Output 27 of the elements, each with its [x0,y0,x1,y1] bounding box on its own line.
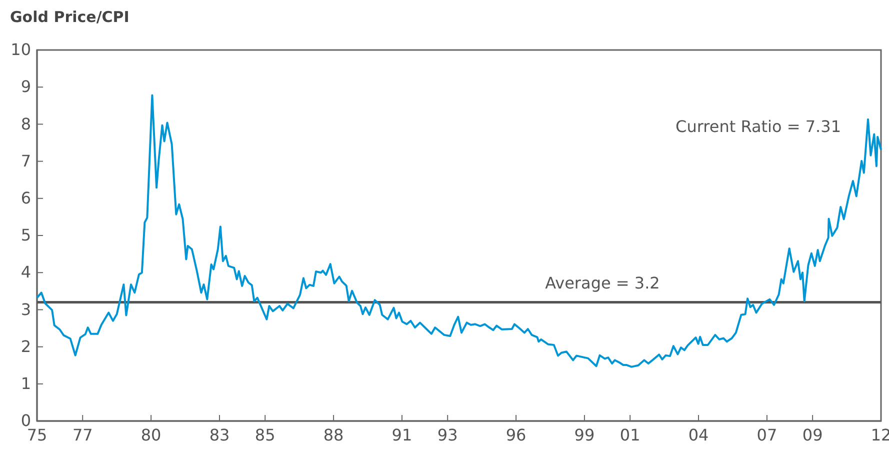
ref-line-label: Average = 3.2 [545,273,660,292]
x-tick-label: 85 [254,425,276,444]
y-tick-label: 8 [20,114,31,134]
y-tick-label: 2 [20,336,31,356]
x-tick-label: 99 [574,425,595,444]
y-tick-label: 1 [20,374,31,394]
x-tick-label: 77 [72,425,93,444]
y-tick-label: 4 [20,262,31,282]
chart-title: Gold Price/CPI [10,8,130,26]
x-tick-label: 01 [620,425,640,444]
line-series [36,94,882,368]
x-tick-label: 04 [688,425,709,444]
x-tick-label: 80 [140,425,162,444]
x-tick-label: 96 [506,425,526,444]
y-tick-label: 6 [20,188,31,208]
y-tick-label: 10 [10,40,31,60]
x-tick-label: 83 [209,425,230,444]
x-tick-label: 93 [437,425,458,444]
x-tick-label: 88 [323,425,344,444]
x-tick-label: 07 [756,425,778,444]
annotation: Current Ratio = 7.31 [676,116,841,136]
y-tick-label: 9 [20,77,31,96]
y-tick-label: 5 [20,226,31,245]
x-tick-label: 09 [802,425,823,444]
y-tick-label: 7 [20,151,31,170]
y-tick-label: 3 [20,300,31,319]
x-tick-label: 91 [392,425,412,444]
